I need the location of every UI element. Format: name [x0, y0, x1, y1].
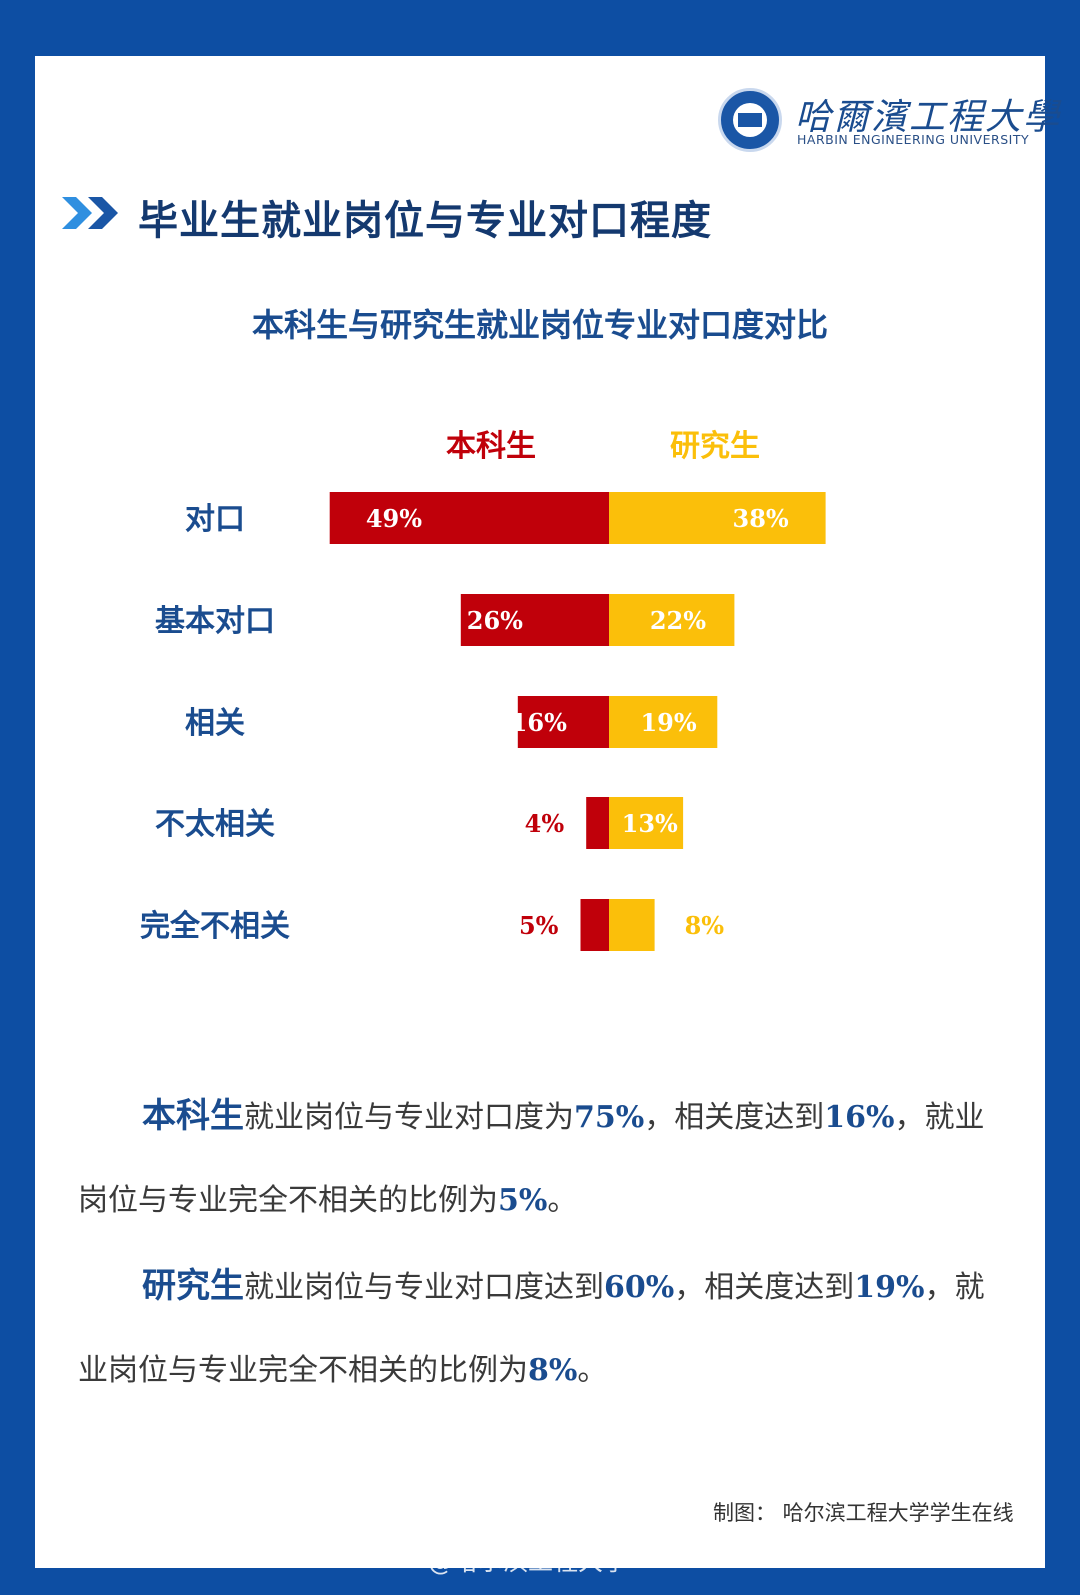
data-label-undergrad: 16%: [511, 708, 567, 737]
section-title: 毕业生就业岗位与专业对口程度: [138, 198, 712, 244]
data-label-grad: 22%: [650, 606, 706, 635]
summary-text: 就业岗位与专业对口度达到: [244, 1270, 604, 1305]
summary-text: ，相关度达到: [674, 1270, 855, 1305]
summary-value: 8%: [528, 1353, 578, 1388]
summary-undergrad: 本科生就业岗位与专业对口度为75%，相关度达到16%，就业岗位与专业完全不相关的…: [78, 1075, 1008, 1242]
summary-text: ，就业岗位与专业完全不相关的比例为: [78, 1100, 985, 1218]
bar-undergrad: [586, 797, 609, 849]
bar-grad: [609, 594, 735, 646]
data-label-grad: 13%: [622, 809, 678, 838]
credit-line: 制图： 哈尔滨工程大学学生在线: [713, 1501, 1014, 1525]
data-label-undergrad: 49%: [366, 504, 422, 533]
bar-undergrad: [517, 696, 609, 748]
summary-undergrad-lead: 本科生: [142, 1096, 244, 1136]
legend-undergrad: 本科生: [446, 429, 536, 464]
legend-grad: 研究生: [670, 429, 760, 464]
category-label: 完全不相关: [140, 909, 290, 944]
content-card: [35, 56, 1045, 1568]
summary-grad-lead: 研究生: [142, 1266, 244, 1306]
bar-grad: [609, 492, 826, 544]
summary-text: ，相关度达到: [644, 1100, 825, 1135]
summary-grad: 研究生就业岗位与专业对口度达到60%，相关度达到19%，就业岗位与专业完全不相关…: [78, 1245, 1008, 1412]
bar-undergrad: [329, 492, 609, 544]
summary-value: 16%: [824, 1100, 895, 1135]
data-label-grad: 19%: [640, 708, 696, 737]
summary-text: ，就业岗位与专业完全不相关的比例为: [78, 1270, 985, 1388]
data-label-undergrad: 4%: [525, 809, 565, 838]
category-label: 基本对口: [155, 604, 275, 639]
summary-value: 75%: [574, 1100, 645, 1135]
data-label-grad: 8%: [685, 911, 725, 940]
university-name-en: HARBIN ENGINEERING UNIVERSITY: [797, 132, 1030, 147]
summary-value: 19%: [854, 1270, 925, 1305]
bar-grad: [609, 696, 718, 748]
category-label: 对口: [185, 502, 245, 537]
bar-grad: [609, 797, 684, 849]
summary-text: 。: [547, 1183, 578, 1218]
summary-text: 。: [577, 1353, 608, 1388]
data-label-grad: 38%: [733, 504, 789, 533]
data-label-undergrad: 26%: [467, 606, 523, 635]
university-name-cn: 哈爾濱工程大學: [795, 97, 1062, 138]
bar-grad: [609, 899, 655, 951]
data-label-undergrad: 5%: [519, 911, 559, 940]
weibo-watermark: @哈尔滨工程大学: [428, 1547, 629, 1576]
bar-undergrad: [580, 899, 609, 951]
summary-value: 5%: [498, 1183, 548, 1218]
summary-value: 60%: [604, 1270, 675, 1305]
double-chevron-icon: [62, 197, 118, 229]
summary-text: 就业岗位与专业对口度为: [244, 1100, 574, 1135]
chart-title: 本科生与研究生就业岗位专业对口度对比: [251, 306, 828, 344]
category-label: 相关: [185, 706, 245, 741]
bar-undergrad: [460, 594, 609, 646]
category-label: 不太相关: [155, 807, 275, 842]
university-seal-logo: [718, 88, 782, 152]
